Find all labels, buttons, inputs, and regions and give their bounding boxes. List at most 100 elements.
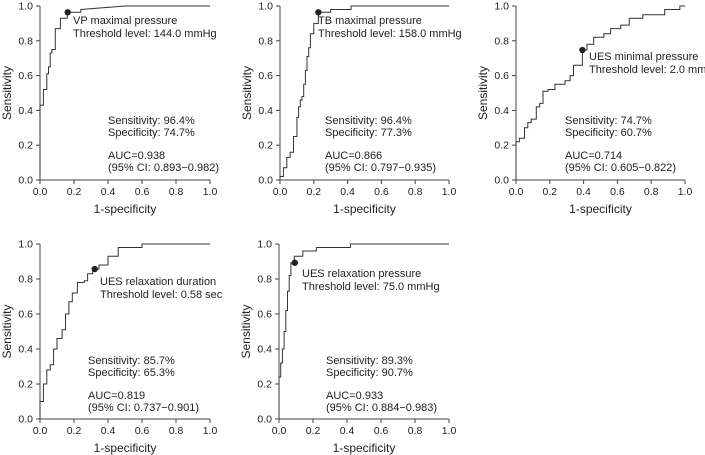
x-tick-label: 0.8 (408, 186, 423, 198)
x-tick-label: 0.8 (169, 425, 184, 437)
x-tick-label: 0.2 (67, 186, 82, 198)
roc-panel-5: 0.0 0.2 0.4 0.6 0.8 1.0 0.0 0.2 0.4 0.6 0.8 1.0 1-sp… (239, 239, 456, 455)
y-tick-label: 0.8 (18, 274, 33, 286)
y-tick-label: 0.2 (18, 140, 33, 152)
y-tick-label: 0.2 (258, 140, 273, 152)
curve-label: UES relaxation pressure (302, 268, 421, 280)
x-tick-label: 0.0 (272, 425, 287, 437)
y-axis-title: Sensitivity (240, 66, 254, 120)
x-tick-label: 1.0 (203, 425, 218, 437)
x-tick-label: 0.4 (340, 425, 355, 437)
y-tick-label: 0.8 (494, 35, 509, 47)
sensitivity-value: Sensitivity: 96.4% (108, 115, 195, 127)
x-axis-title: 1-specificity (569, 202, 632, 216)
x-axis-title: 1-specificity (94, 441, 157, 455)
sensitivity-value: Sensitivity: 96.4% (325, 115, 412, 127)
x-tick-label: 0.6 (374, 425, 389, 437)
cutoff-point-marker (91, 265, 98, 273)
roc-panel-4: 0.0 0.2 0.4 0.6 0.8 1.0 0.0 0.2 0.4 0.6 0.8 1.0 1-sp… (0, 239, 223, 455)
y-tick-label: 0.0 (257, 414, 272, 426)
x-tick-label: 0.4 (576, 186, 591, 198)
threshold-label: Threshold level: 75.0 mmHg (302, 281, 440, 293)
y-tick-label: 0.4 (18, 105, 33, 117)
x-axis-title: 1-specificity (94, 202, 157, 216)
confidence-interval: (95% CI: 0.893−0.982) (108, 162, 219, 174)
x-tick-label: 0.4 (101, 186, 116, 198)
y-axis-title: Sensitivity (476, 66, 490, 120)
x-tick-label: 0.0 (273, 186, 288, 198)
y-tick-label: 0.2 (18, 379, 33, 391)
threshold-label: Threshold level: 2.0 mmHg (589, 64, 705, 76)
x-tick-label: 1.0 (678, 186, 693, 198)
x-tick-label: 0.0 (33, 186, 48, 198)
roc-panel-3: 0.0 0.2 0.4 0.6 0.8 1.0 0.0 0.2 0.4 0.6 0.8 1.0 1-sp… (476, 1, 705, 217)
y-tick-label: 0.8 (257, 274, 272, 286)
x-tick-label: 0.8 (644, 186, 659, 198)
y-tick-label: 0.0 (18, 175, 33, 187)
x-tick-label: 0.2 (306, 425, 321, 437)
y-tick-label: 0.2 (257, 379, 272, 391)
y-tick-label: 0.6 (494, 70, 509, 82)
y-tick-label: 0.2 (494, 140, 509, 152)
x-tick-label: 0.4 (340, 186, 355, 198)
y-tick-label: 0.6 (18, 70, 33, 82)
confidence-interval: (95% CI: 0.737−0.901) (88, 402, 199, 414)
confidence-interval: (95% CI: 0.797−0.935) (325, 162, 436, 174)
threshold-label: Threshold level: 158.0 mmHg (318, 28, 462, 40)
y-tick-label: 0.4 (257, 344, 272, 356)
x-tick-label: 0.6 (374, 186, 389, 198)
threshold-label: Threshold level: 144.0 mmHg (73, 28, 217, 40)
x-tick-label: 0.8 (408, 425, 423, 437)
y-axis-title: Sensitivity (239, 304, 253, 358)
specificity-value: Specificity: 74.7% (108, 127, 195, 139)
roc-panel-2: 0.0 0.2 0.4 0.6 0.8 1.0 0.0 0.2 0.4 0.6 0.8 1.0 1-sp… (240, 1, 462, 217)
auc-value: AUC=0.819 (88, 390, 145, 402)
y-tick-label: 0.0 (494, 175, 509, 187)
cutoff-point-marker (579, 46, 586, 54)
auc-value: AUC=0.938 (108, 150, 165, 162)
roc-panel-1: 0.0 0.2 0.4 0.6 0.8 1.0 0.0 0.2 0.4 0.6 0.8 1.0 1-sp… (0, 1, 219, 217)
x-tick-label: 0.6 (135, 186, 150, 198)
roc-curve (278, 243, 449, 419)
specificity-value: Specificity: 90.7% (326, 367, 413, 379)
x-tick-label: 0.0 (509, 186, 524, 198)
roc-curve (279, 5, 449, 180)
roc-curve (39, 5, 210, 180)
auc-value: AUC=0.714 (565, 150, 622, 162)
sensitivity-value: Sensitivity: 74.7% (565, 115, 652, 127)
y-tick-label: 1.0 (258, 1, 273, 13)
y-tick-label: 1.0 (494, 1, 509, 13)
x-tick-label: 0.2 (542, 186, 557, 198)
auc-value: AUC=0.866 (325, 150, 382, 162)
x-tick-label: 1.0 (203, 186, 218, 198)
sensitivity-value: Sensitivity: 85.7% (88, 355, 175, 367)
x-tick-label: 0.2 (306, 186, 321, 198)
y-axis-title: Sensitivity (0, 304, 14, 358)
x-tick-label: 0.8 (169, 186, 184, 198)
y-tick-label: 0.4 (494, 105, 509, 117)
sensitivity-value: Sensitivity: 89.3% (326, 355, 413, 367)
y-tick-label: 0.6 (18, 309, 33, 321)
specificity-value: Specificity: 65.3% (88, 367, 175, 379)
curve-label: UES minimal pressure (589, 51, 698, 63)
roc-curve (515, 5, 685, 180)
curve-label: UES relaxation duration (100, 276, 216, 288)
y-tick-label: 1.0 (257, 239, 272, 251)
specificity-value: Specificity: 77.3% (325, 127, 412, 139)
cutoff-point-marker (291, 259, 299, 266)
cutoff-point-marker (64, 9, 71, 16)
x-tick-label: 1.0 (442, 186, 457, 198)
y-tick-label: 0.4 (18, 344, 33, 356)
x-tick-label: 0.0 (33, 425, 48, 437)
y-tick-label: 0.6 (258, 70, 273, 82)
curve-label: VP maximal pressure (73, 15, 177, 27)
auc-value: AUC=0.933 (326, 390, 383, 402)
x-axis-title: 1-specificity (333, 441, 396, 455)
curve-label: TB maximal pressure (318, 15, 422, 27)
y-tick-label: 0.8 (18, 35, 33, 47)
x-tick-label: 1.0 (442, 425, 457, 437)
cutoff-point-marker (315, 9, 322, 16)
y-tick-label: 0.8 (258, 35, 273, 47)
y-tick-label: 0.0 (18, 414, 33, 426)
